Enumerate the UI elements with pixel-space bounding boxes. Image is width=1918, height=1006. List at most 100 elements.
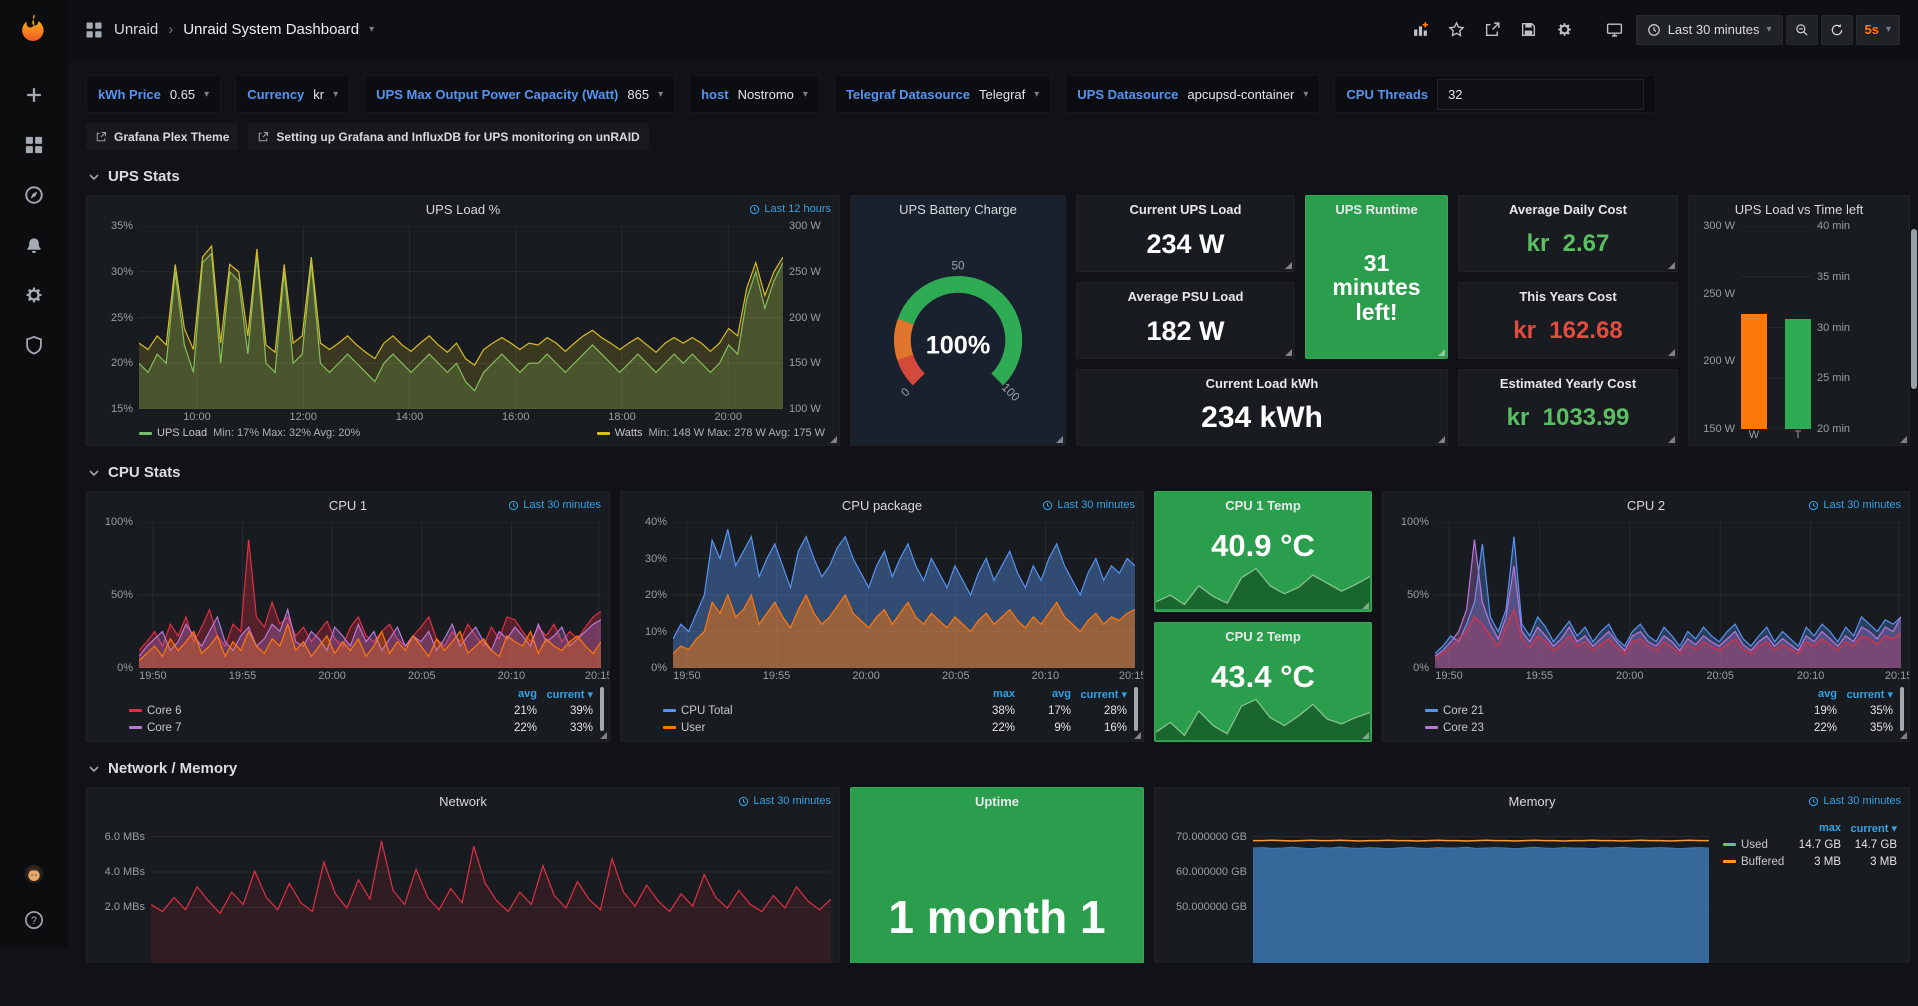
dashboard-settings-button[interactable] bbox=[1549, 14, 1581, 46]
save-button[interactable] bbox=[1513, 14, 1545, 46]
legend-row[interactable]: Core 2322%35% bbox=[1425, 719, 1893, 736]
add-panel-button[interactable] bbox=[1405, 14, 1437, 46]
sidebar-item-alerting[interactable] bbox=[23, 234, 45, 256]
legend-row[interactable]: Core 621%39% bbox=[129, 702, 593, 719]
sidebar-item-create[interactable] bbox=[23, 84, 45, 106]
chart-plot[interactable] bbox=[1435, 522, 1901, 668]
legend-value: 22% bbox=[481, 722, 537, 734]
legend-scrollbar[interactable] bbox=[1900, 687, 1904, 731]
variable-value[interactable]: 32 bbox=[1437, 79, 1644, 110]
stat-title[interactable]: CPU 2 Temp bbox=[1155, 623, 1371, 644]
panel-time-range[interactable]: Last 30 minutes bbox=[508, 499, 601, 511]
variable-value[interactable]: 0.65 bbox=[170, 87, 195, 102]
chart-plot[interactable] bbox=[1253, 818, 1709, 963]
variable-pill[interactable]: UPS Datasourceapcupsd-container▾ bbox=[1065, 75, 1320, 113]
bar-t[interactable] bbox=[1785, 319, 1811, 429]
stat-title[interactable]: Current Load kWh bbox=[1077, 370, 1447, 391]
page-scrollbar[interactable] bbox=[1910, 59, 1918, 947]
chart-plot[interactable] bbox=[151, 818, 831, 963]
section-header-network-memory[interactable]: Network / Memory bbox=[88, 760, 1910, 777]
sidebar-item-dashboards[interactable] bbox=[23, 134, 45, 156]
axis-tick-label: 19:50 bbox=[1435, 670, 1463, 682]
scrollbar-thumb[interactable] bbox=[1911, 229, 1917, 389]
panel-title[interactable]: CPU 2 bbox=[1627, 498, 1665, 513]
panel-time-range[interactable]: Last 30 minutes bbox=[738, 795, 831, 807]
variable-value[interactable]: kr bbox=[313, 87, 324, 102]
panel-title[interactable]: UPS Battery Charge bbox=[899, 202, 1017, 217]
legend-header-max[interactable]: max bbox=[959, 688, 1015, 700]
help-icon[interactable]: ? bbox=[23, 909, 45, 931]
legend-row[interactable]: Used14.7 GB14.7 GB bbox=[1723, 836, 1897, 853]
chart-plot[interactable] bbox=[139, 226, 783, 409]
variable-pill[interactable]: kWh Price0.65▾ bbox=[86, 75, 221, 113]
sidebar-item-explore[interactable] bbox=[23, 184, 45, 206]
legend-header-current[interactable]: current ▾ bbox=[1837, 688, 1893, 701]
stat-title[interactable]: Average Daily Cost bbox=[1459, 196, 1677, 217]
breadcrumb-dashboard-title[interactable]: Unraid System Dashboard bbox=[183, 21, 359, 38]
panel-title[interactable]: CPU package bbox=[842, 498, 922, 513]
variable-pill[interactable]: Telegraf DatasourceTelegraf▾ bbox=[834, 75, 1051, 113]
dashboard-link[interactable]: Grafana Plex Theme bbox=[86, 123, 238, 150]
legend-scrollbar[interactable] bbox=[1134, 687, 1138, 731]
legend-header-current[interactable]: current ▾ bbox=[1071, 688, 1127, 701]
panel-time-range[interactable]: Last 30 minutes bbox=[1808, 795, 1901, 807]
stat-title[interactable]: UPS Runtime bbox=[1306, 196, 1447, 217]
section-header-cpu-stats[interactable]: CPU Stats bbox=[88, 464, 1910, 481]
sidebar-item-server-admin[interactable] bbox=[23, 334, 45, 356]
kiosk-mode-button[interactable] bbox=[1599, 14, 1631, 46]
stat-title[interactable]: Estimated Yearly Cost bbox=[1459, 370, 1677, 391]
refresh-interval-picker[interactable]: 5s ▾ bbox=[1856, 15, 1901, 45]
chart-plot[interactable] bbox=[1741, 226, 1811, 429]
legend-header-current[interactable]: current ▾ bbox=[1841, 822, 1897, 835]
chart-plot[interactable] bbox=[673, 522, 1135, 668]
grafana-logo[interactable] bbox=[14, 10, 54, 50]
star-button[interactable] bbox=[1441, 14, 1473, 46]
section-header-ups-stats[interactable]: UPS Stats bbox=[88, 168, 1910, 185]
variable-pill[interactable]: Currencykr▾ bbox=[235, 75, 350, 113]
variable-value[interactable]: Telegraf bbox=[979, 87, 1025, 102]
panel-title[interactable]: UPS Load vs Time left bbox=[1735, 202, 1864, 217]
share-button[interactable] bbox=[1477, 14, 1509, 46]
chart-plot[interactable] bbox=[139, 522, 601, 668]
variable-value[interactable]: apcupsd-container bbox=[1187, 87, 1294, 102]
stat-title[interactable]: CPU 1 Temp bbox=[1155, 492, 1371, 513]
stat-title[interactable]: Uptime bbox=[851, 788, 1143, 809]
breadcrumb-folder[interactable]: Unraid bbox=[114, 21, 158, 38]
panel-title[interactable]: Network bbox=[439, 794, 487, 809]
stat-title[interactable]: Average PSU Load bbox=[1077, 283, 1294, 304]
legend-row[interactable]: User22%9%16% bbox=[663, 719, 1127, 736]
dashboard-link[interactable]: Setting up Grafana and InfluxDB for UPS … bbox=[248, 123, 648, 150]
variable-pill[interactable]: hostNostromo▾ bbox=[689, 75, 820, 113]
legend-row[interactable]: Core 722%33% bbox=[129, 719, 593, 736]
legend-header-avg[interactable]: avg bbox=[1781, 688, 1837, 700]
legend-header-current[interactable]: current ▾ bbox=[537, 688, 593, 701]
panel-time-range[interactable]: Last 30 minutes bbox=[1808, 499, 1901, 511]
sidebar-item-configuration[interactable] bbox=[23, 284, 45, 306]
stat-title[interactable]: Current UPS Load bbox=[1077, 196, 1294, 217]
panel-time-range[interactable]: Last 12 hours bbox=[749, 203, 831, 215]
panel-title[interactable]: Memory bbox=[1509, 794, 1556, 809]
variable-value[interactable]: 865 bbox=[627, 87, 649, 102]
zoom-out-button[interactable] bbox=[1786, 15, 1818, 45]
legend-item[interactable]: WattsMin: 148 W Max: 278 W Avg: 175 W bbox=[597, 427, 825, 439]
refresh-button[interactable] bbox=[1821, 15, 1853, 45]
panel-title[interactable]: UPS Load % bbox=[426, 202, 500, 217]
legend-row[interactable]: CPU Total38%17%28% bbox=[663, 702, 1127, 719]
legend-header-avg[interactable]: avg bbox=[481, 688, 537, 700]
variable-pill[interactable]: CPU Threads32 bbox=[1334, 75, 1656, 113]
legend-header-avg[interactable]: avg bbox=[1015, 688, 1071, 700]
stat-title[interactable]: This Years Cost bbox=[1459, 283, 1677, 304]
user-avatar[interactable] bbox=[19, 859, 49, 889]
bar-w[interactable] bbox=[1741, 314, 1767, 429]
variable-pill[interactable]: UPS Max Output Power Capacity (Watt)865▾ bbox=[364, 75, 675, 113]
legend-row[interactable]: Core 2119%35% bbox=[1425, 702, 1893, 719]
panel-time-range[interactable]: Last 30 minutes bbox=[1042, 499, 1135, 511]
legend-scrollbar[interactable] bbox=[600, 687, 604, 731]
legend-header-max[interactable]: max bbox=[1785, 822, 1841, 834]
variable-value[interactable]: Nostromo bbox=[738, 87, 794, 102]
legend-row[interactable]: Buffered3 MB3 MB bbox=[1723, 853, 1897, 870]
apps-grid-icon[interactable] bbox=[84, 20, 104, 40]
legend-item[interactable]: UPS LoadMin: 17% Max: 32% Avg: 20% bbox=[139, 427, 360, 439]
panel-title[interactable]: CPU 1 bbox=[329, 498, 367, 513]
time-range-picker[interactable]: Last 30 minutes ▾ bbox=[1636, 15, 1783, 45]
